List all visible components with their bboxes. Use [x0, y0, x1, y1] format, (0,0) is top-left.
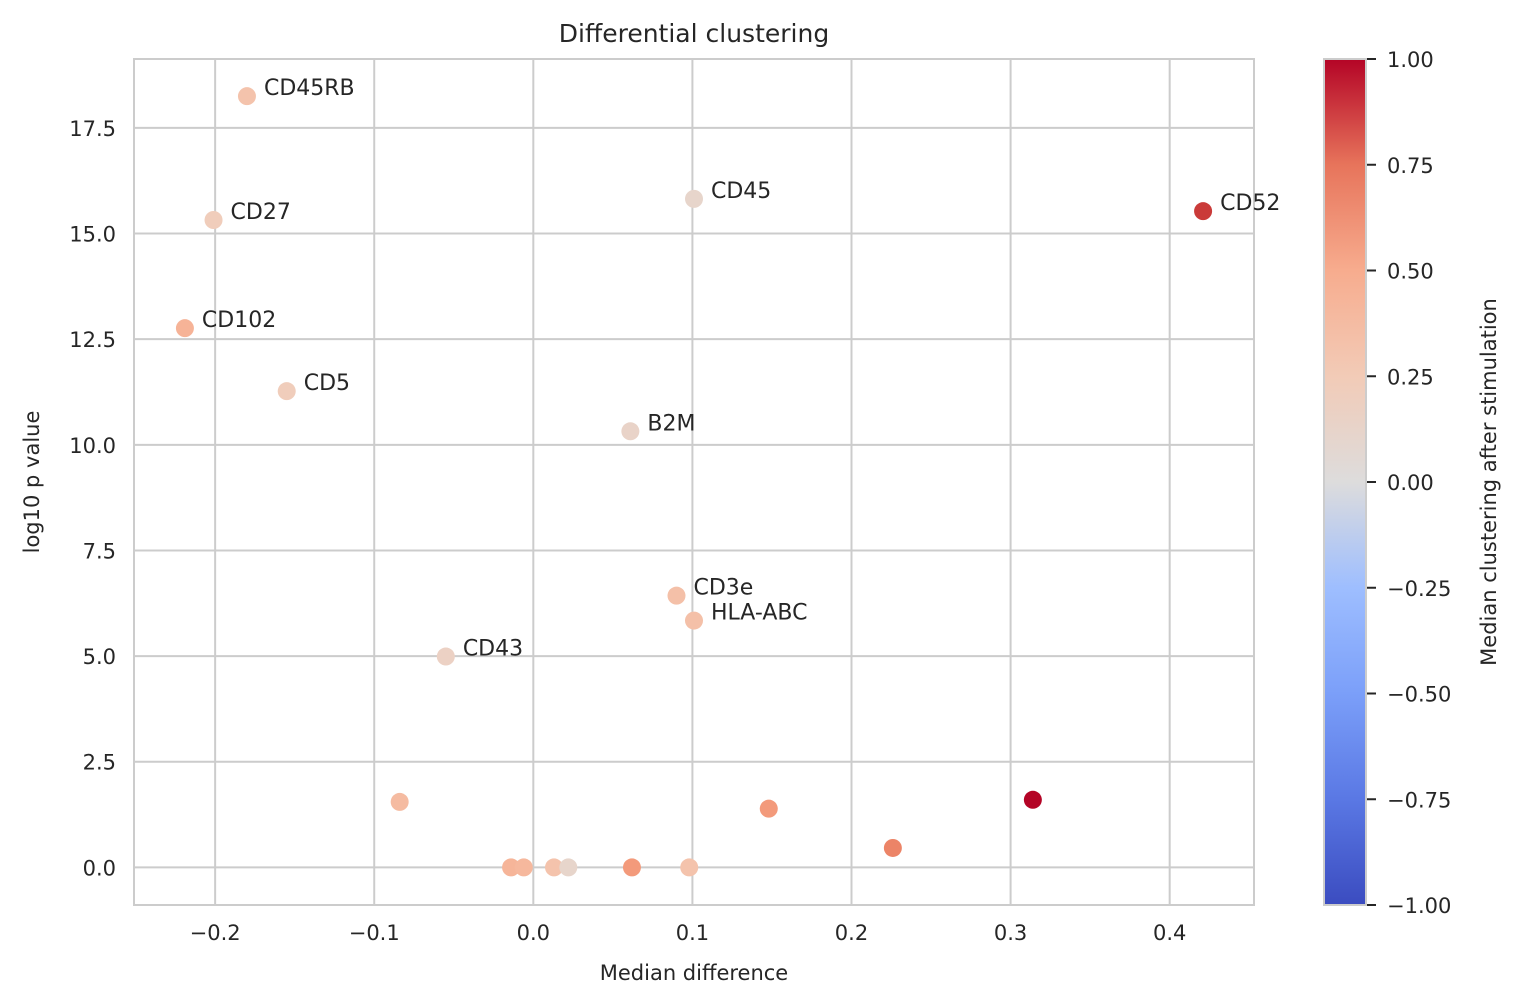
point-annotation: CD5 [304, 371, 350, 396]
data-point [277, 382, 296, 401]
data-point [436, 647, 455, 666]
grid-layer [134, 59, 1254, 905]
data-point [502, 858, 521, 877]
colorbar-tick-label: 1.00 [1387, 48, 1434, 72]
data-point [667, 586, 686, 605]
data-point [559, 858, 578, 877]
point-annotation: CD102 [202, 308, 276, 333]
point-annotation: CD45 [711, 179, 771, 204]
y-tick-label: 7.5 [83, 539, 116, 563]
data-point [1194, 202, 1213, 221]
data-point [1023, 790, 1042, 809]
colorbar-tick-label: −0.75 [1387, 788, 1451, 812]
colorbar-label: Median clustering after stimulation [1477, 298, 1501, 666]
y-tick-label: 2.5 [83, 751, 116, 775]
point-annotation: CD52 [1220, 191, 1280, 216]
data-point [514, 858, 533, 877]
data-point [680, 858, 699, 877]
colorbar-ticks: 1.00 0.75 0.50 0.25 0.00 −0.25 −0.50 −0.75 −1.00 [1367, 48, 1451, 918]
data-point [622, 858, 641, 877]
data-point [685, 611, 703, 630]
y-tick-label: 5.0 [83, 645, 116, 669]
colorbar-tick-label: −0.25 [1387, 577, 1451, 601]
y-tick-label: 10.0 [69, 434, 116, 458]
data-point [883, 838, 902, 857]
x-tick-label: 0.4 [1153, 921, 1186, 945]
y-tick-label: 15.0 [69, 223, 116, 247]
y-tick-label: 17.5 [69, 117, 116, 141]
x-tick-label: −0.1 [349, 921, 400, 945]
x-tick-label: 0.0 [517, 921, 550, 945]
x-tick-label: 0.2 [835, 921, 868, 945]
data-point [175, 319, 194, 338]
point-annotation: B2M [647, 411, 695, 436]
y-axis-label: log10 p value [20, 411, 44, 554]
y-tick-label: 12.5 [69, 328, 116, 352]
data-point [545, 858, 563, 877]
x-tick-label: 0.3 [994, 921, 1027, 945]
colorbar [1323, 58, 1367, 906]
plot-frame [133, 58, 1255, 906]
colorbar-tick-label: 0.00 [1387, 471, 1434, 495]
point-annotation: CD27 [231, 200, 291, 225]
x-axis-label: Median difference [600, 961, 788, 985]
colorbar-tick-label: −1.00 [1387, 894, 1451, 918]
x-tick-label: 0.1 [676, 921, 709, 945]
point-annotation: HLA-ABC [711, 601, 807, 626]
chart-title: Differential clustering [559, 19, 829, 48]
data-point [621, 422, 640, 441]
data-point [204, 211, 223, 230]
y-tick-labels: 0.0 2.5 5.0 7.5 10.0 12.5 15.0 17.5 [69, 117, 116, 881]
colorbar-tick-label: 0.50 [1387, 260, 1434, 284]
data-point [759, 799, 778, 818]
point-annotation: CD3e [694, 576, 754, 601]
points-layer: CD45RB CD27 CD102 CD5 B2M CD45 CD52 CD3eHLA-ABC… [175, 76, 1280, 877]
point-annotation: CD43 [463, 637, 523, 662]
colorbar-tick-label: 0.75 [1387, 154, 1434, 178]
data-point [237, 87, 256, 106]
x-tick-label: −0.2 [190, 921, 241, 945]
data-point [390, 792, 409, 811]
data-point [685, 189, 703, 208]
x-tick-labels: −0.2 −0.1 0.0 0.1 0.2 0.3 0.4 [190, 921, 1187, 945]
point-annotation: CD45RB [264, 76, 355, 101]
colorbar-tick-label: −0.50 [1387, 683, 1451, 707]
y-tick-label: 0.0 [83, 856, 116, 880]
colorbar-tick-label: 0.25 [1387, 365, 1434, 389]
